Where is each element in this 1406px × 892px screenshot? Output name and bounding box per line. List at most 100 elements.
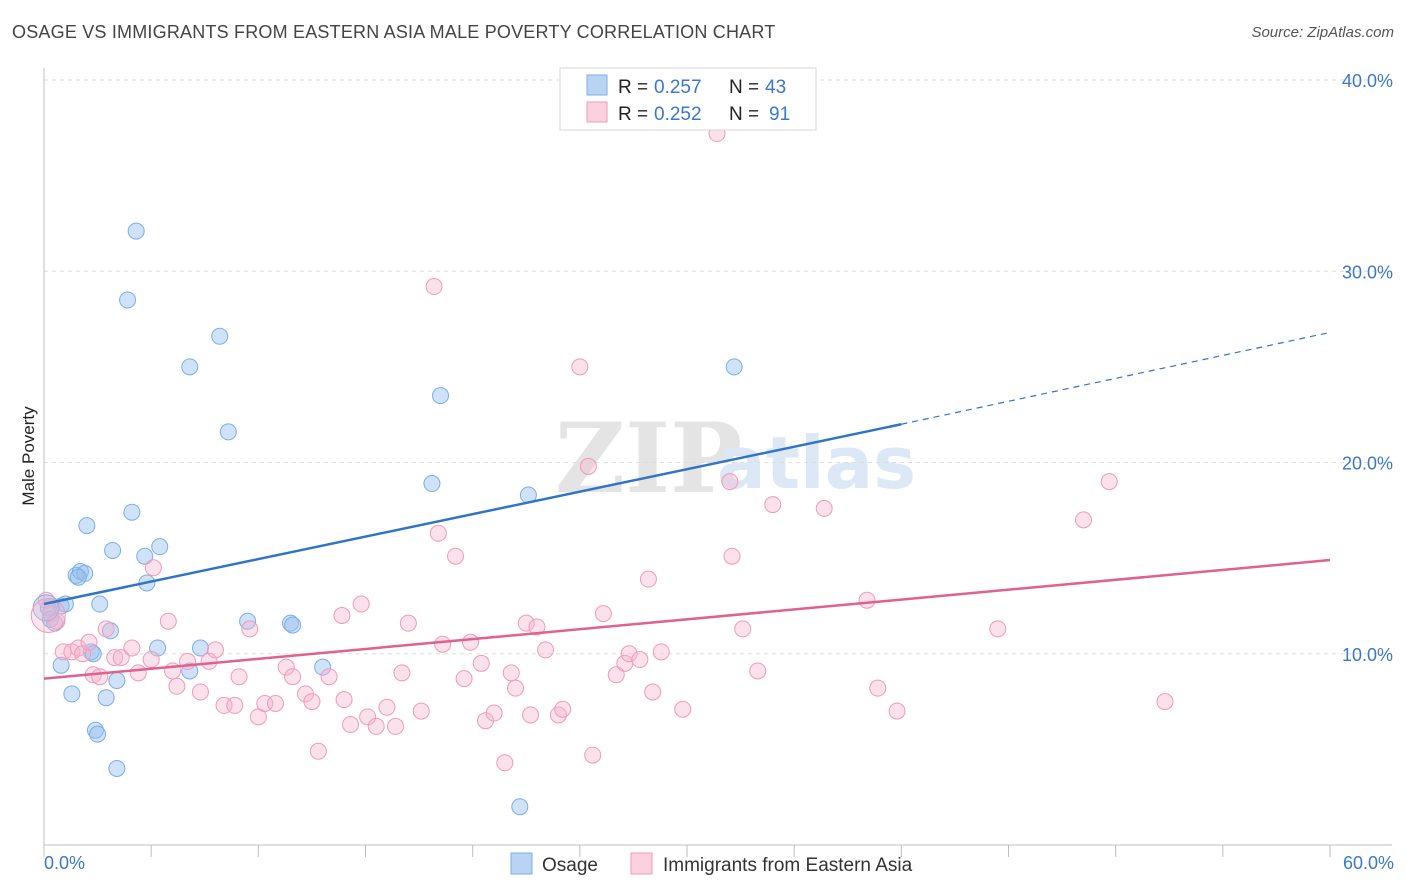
eastern-asia-point-38 <box>335 691 353 709</box>
osage-point-36 <box>314 658 332 676</box>
eastern-asia-point-0 <box>37 591 55 609</box>
eastern-asia-point-48 <box>425 278 443 296</box>
legend-box: R = 0.257 N = 43 R = 0.252 N = 91 <box>559 67 817 131</box>
eastern-asia-point-83 <box>815 499 833 517</box>
eastern-asia-point-44 <box>387 717 405 735</box>
osage-point-5 <box>52 656 70 674</box>
eastern-asia-point-60 <box>517 614 535 632</box>
eastern-asia-point-34 <box>303 693 321 711</box>
osage-point-15 <box>89 725 107 743</box>
eastern-asia-point-16 <box>144 559 162 577</box>
osage-point-35 <box>284 616 302 634</box>
legend-r-label-osage: R = <box>618 77 648 98</box>
eastern-asia-trend-line <box>43 558 1331 680</box>
eastern-asia-point-7 <box>80 633 98 651</box>
osage-point-31 <box>211 327 229 345</box>
gridlines <box>44 79 1392 655</box>
eastern-asia-point-56 <box>485 704 503 722</box>
legend-n-label-eastern-asia: N = <box>729 104 759 125</box>
eastern-asia-point-23 <box>206 641 224 659</box>
eastern-asia-point-68 <box>584 746 602 764</box>
osage-point-10 <box>78 517 96 535</box>
eastern-asia-point-63 <box>537 641 555 659</box>
eastern-asia-point-45 <box>393 664 411 682</box>
eastern-asia-point-31 <box>277 658 295 676</box>
osage-point-39 <box>511 798 529 816</box>
eastern-asia-point-85 <box>869 679 887 697</box>
eastern-asia-point-69 <box>594 605 612 623</box>
eastern-asia-point-86 <box>888 702 906 720</box>
eastern-asia-point-19 <box>168 677 186 695</box>
legend-n-label-osage: N = <box>729 77 759 98</box>
osage-point-34 <box>281 614 299 632</box>
eastern-asia-point-73 <box>631 650 649 668</box>
eastern-asia-point-59 <box>507 679 525 697</box>
eastern-asia-point-66 <box>571 358 589 376</box>
osage-point-21 <box>119 291 137 309</box>
trend-lines <box>43 331 1331 680</box>
legend-r-value-osage: 0.257 <box>654 77 702 98</box>
eastern-asia-point-89 <box>1100 473 1118 491</box>
eastern-asia-point-90 <box>1156 693 1174 711</box>
eastern-asia-point-78 <box>721 473 739 491</box>
osage-point-6 <box>63 685 81 703</box>
eastern-asia-point-large <box>30 598 66 633</box>
osage-point-38 <box>432 387 450 405</box>
eastern-asia-point-11 <box>106 649 124 667</box>
eastern-asia-point-14 <box>129 664 147 682</box>
eastern-asia-point-13 <box>123 639 141 657</box>
eastern-asia-point-58 <box>502 664 520 682</box>
legend-r-value-eastern-asia: 0.252 <box>654 104 702 125</box>
legend-n-value-osage: 43 <box>765 77 786 98</box>
eastern-asia-point-39 <box>341 716 359 734</box>
eastern-asia-point-82 <box>764 496 782 514</box>
bottom-legend: Osage Immigrants from Eastern Asia <box>510 852 913 876</box>
axes <box>43 68 1392 857</box>
legend-swatch-osage <box>586 74 608 96</box>
chart-source: Source: ZipAtlas.com <box>1251 24 1394 41</box>
eastern-asia-point-21 <box>191 683 209 701</box>
legend-r-label-eastern-asia: R = <box>618 104 648 125</box>
eastern-asia-point-40 <box>352 595 370 613</box>
eastern-asia-point-10 <box>97 620 115 638</box>
eastern-asia-point-52 <box>455 670 473 688</box>
eastern-asia-point-79 <box>723 547 741 565</box>
osage-point-23 <box>127 222 145 240</box>
eastern-asia-point-43 <box>378 698 396 716</box>
eastern-asia-point-47 <box>412 702 430 720</box>
legend-swatch-eastern-asia <box>586 101 608 123</box>
eastern-asia-point-50 <box>434 635 452 653</box>
eastern-asia-point-2 <box>48 612 66 630</box>
osage-point-37 <box>423 475 441 493</box>
eastern-asia-point-35 <box>309 742 327 760</box>
osage-point-22 <box>123 503 141 521</box>
eastern-asia-point-26 <box>230 668 248 686</box>
eastern-asia-point-46 <box>399 614 417 632</box>
eastern-asia-point-80 <box>734 620 752 638</box>
y-tick-labels: 10.0% 20.0% 30.0% 40.0% <box>1342 71 1393 665</box>
bottom-legend-label-osage: Osage <box>542 855 598 876</box>
eastern-asia-point-54 <box>472 654 490 672</box>
osage-point-13 <box>91 595 109 613</box>
chart-title: OSAGE VS IMMIGRANTS FROM EASTERN ASIA MA… <box>12 22 776 42</box>
eastern-asia-point-12 <box>112 649 130 667</box>
x-tick-label-min: 0.0% <box>44 853 85 873</box>
eastern-asia-point-72 <box>620 645 638 663</box>
data-points <box>30 125 1174 816</box>
eastern-asia-point-9 <box>91 668 109 686</box>
osage-point-42 <box>69 568 87 586</box>
y-tick-label-40: 40.0% <box>1342 71 1393 91</box>
eastern-asia-point-74 <box>639 570 657 588</box>
eastern-asia-point-25 <box>226 696 244 714</box>
osage-point-28 <box>181 358 199 376</box>
y-tick-label-10: 10.0% <box>1342 645 1393 665</box>
y-axis-label: Male Poverty <box>19 406 38 506</box>
eastern-asia-point-62 <box>528 618 546 636</box>
osage-trend-extension <box>901 331 1331 425</box>
eastern-asia-point-37 <box>333 607 351 624</box>
x-tick-label-max: 60.0% <box>1343 853 1394 873</box>
eastern-asia-point-15 <box>142 650 160 668</box>
osage-point-20 <box>108 760 126 777</box>
eastern-asia-point-41 <box>359 708 377 726</box>
